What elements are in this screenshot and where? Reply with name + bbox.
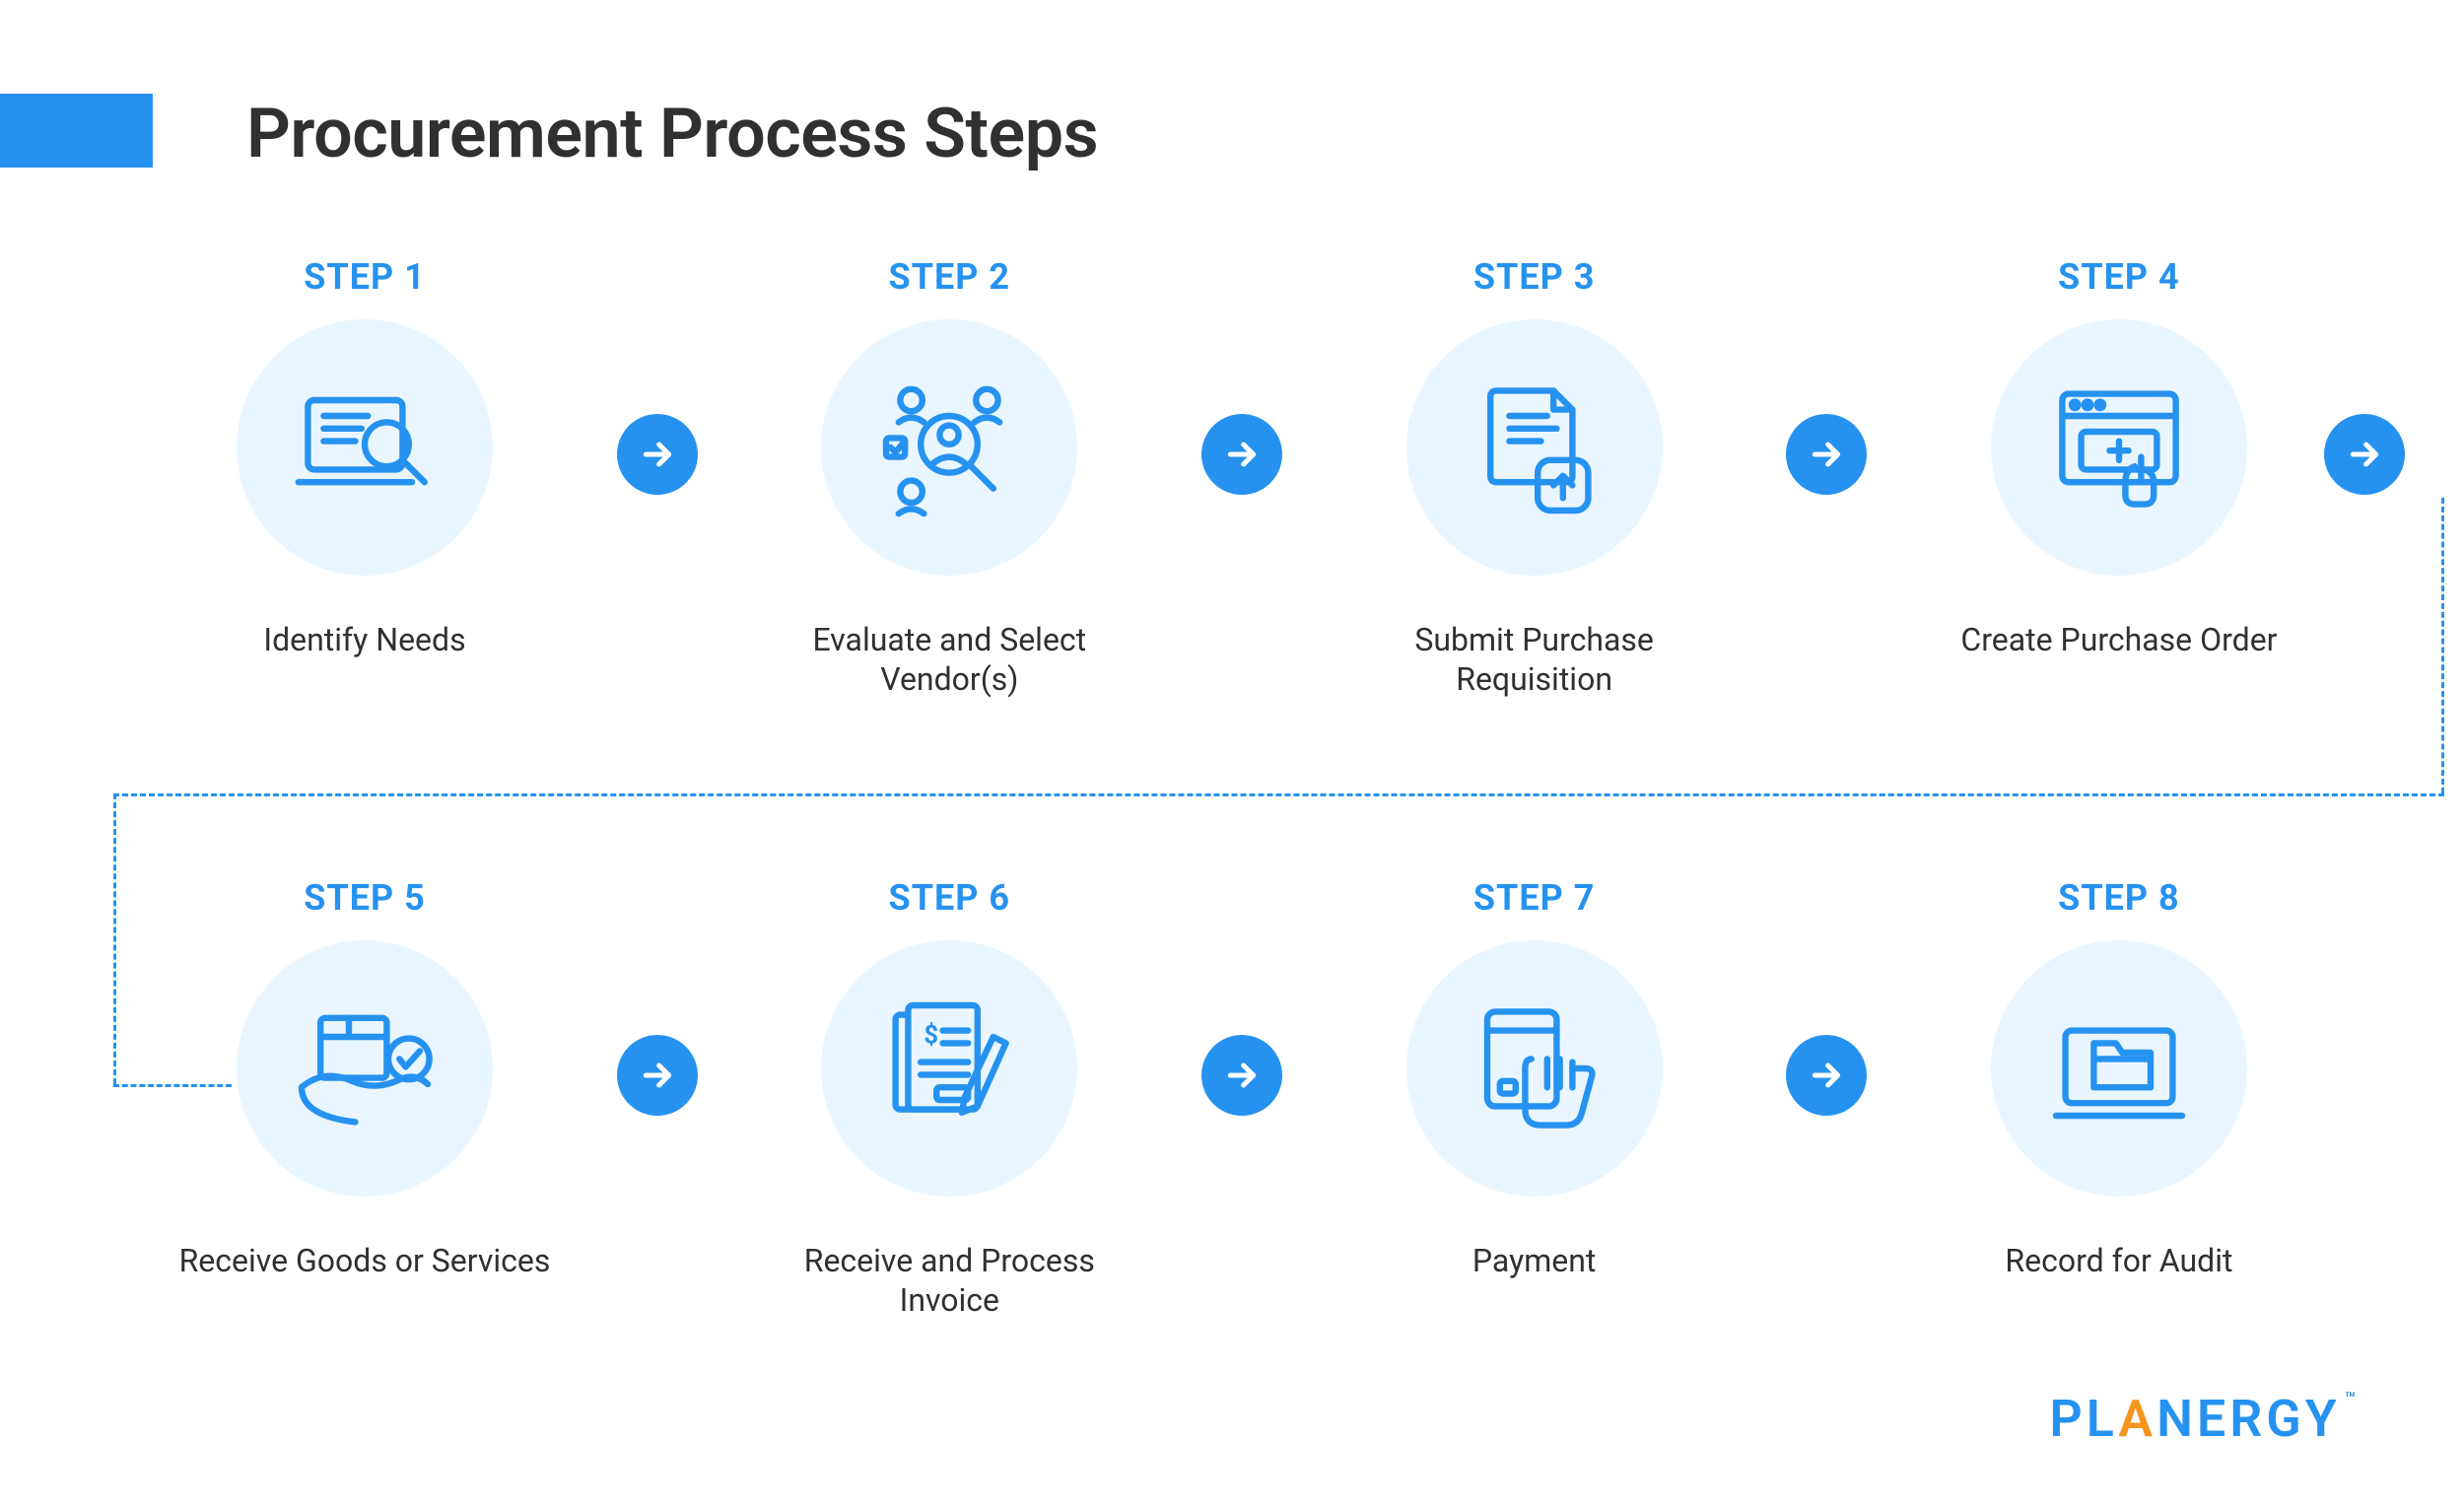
logo-text-post: NERGY — [2156, 1389, 2341, 1449]
arrow-2 — [1198, 256, 1286, 495]
planergy-logo: PLANERGY™ — [2049, 1389, 2356, 1449]
step-3: STEP 3 Submit Purchase Requisition — [1347, 256, 1722, 699]
arrow-5 — [613, 877, 702, 1116]
arrow-wrap — [2324, 414, 2405, 495]
arrow-right-icon — [1201, 414, 1282, 495]
logo-text-accent: A — [2118, 1389, 2156, 1449]
page-title: Procurement Process Steps — [246, 94, 1098, 174]
step-label: Evaluate and Select Vendor(s) — [762, 620, 1136, 699]
invoice-sign-icon: $ — [821, 940, 1077, 1197]
dashed-connector — [113, 793, 116, 1084]
step-header: STEP 6 — [889, 877, 1011, 919]
laptop-search-icon — [237, 319, 493, 576]
step-header: STEP 4 — [2058, 256, 2180, 298]
step-5: STEP 5 Receive Goods or Services — [177, 877, 552, 1280]
svg-text:$: $ — [924, 1020, 939, 1050]
step-header: STEP 1 — [304, 256, 426, 298]
step-label: Identify Needs — [263, 620, 465, 659]
box-check-icon — [237, 940, 493, 1197]
browser-click-icon — [1991, 319, 2247, 576]
arrow-1 — [613, 256, 702, 495]
step-2: STEP 2 Evaluate and Select Vendor(s) — [762, 256, 1136, 699]
step-1: STEP 1 Identify Needs — [177, 256, 552, 659]
people-search-icon — [821, 319, 1077, 576]
step-label: Receive and Process Invoice — [762, 1241, 1136, 1320]
steps-row-2: STEP 5 Receive Goods or Services STEP 6 — [177, 877, 2306, 1320]
laptop-folder-icon — [1991, 940, 2247, 1197]
arrow-3 — [1782, 256, 1871, 495]
step-header: STEP 3 — [1473, 256, 1596, 298]
arrow-6 — [1198, 877, 1286, 1116]
arrow-right-icon — [1786, 414, 1867, 495]
step-4: STEP 4 Create Purchase Order — [1932, 256, 2306, 659]
card-hand-icon — [1406, 940, 1663, 1197]
logo-tm: ™ — [2345, 1389, 2356, 1409]
step-header: STEP 2 — [889, 256, 1011, 298]
step-label: Create Purchase Order — [1960, 620, 2277, 659]
step-8: STEP 8 Record for Audit — [1932, 877, 2306, 1280]
step-6: STEP 6 $ Receive and Process Invoice — [762, 877, 1136, 1320]
doc-upload-icon — [1406, 319, 1663, 576]
steps-row-1: STEP 1 Identify Needs STEP 2 — [177, 256, 2306, 699]
step-7: STEP 7 Payment — [1347, 877, 1722, 1280]
arrow-right-icon — [1201, 1035, 1282, 1116]
step-header: STEP 8 — [2058, 877, 2180, 919]
dashed-connector — [2441, 498, 2444, 793]
step-header: STEP 7 — [1473, 877, 1596, 919]
arrow-right-icon — [2324, 414, 2405, 495]
logo-text-pre: PL — [2049, 1389, 2118, 1449]
step-label: Payment — [1472, 1241, 1597, 1280]
step-header: STEP 5 — [304, 877, 426, 919]
arrow-7 — [1782, 877, 1871, 1116]
step-label: Submit Purchase Requisition — [1347, 620, 1722, 699]
step-label: Receive Goods or Services — [179, 1241, 551, 1280]
arrow-right-icon — [1786, 1035, 1867, 1116]
dashed-connector — [113, 793, 2444, 796]
arrow-right-icon — [617, 1035, 698, 1116]
step-label: Record for Audit — [2005, 1241, 2232, 1280]
accent-bar — [0, 94, 153, 168]
arrow-right-icon — [617, 414, 698, 495]
